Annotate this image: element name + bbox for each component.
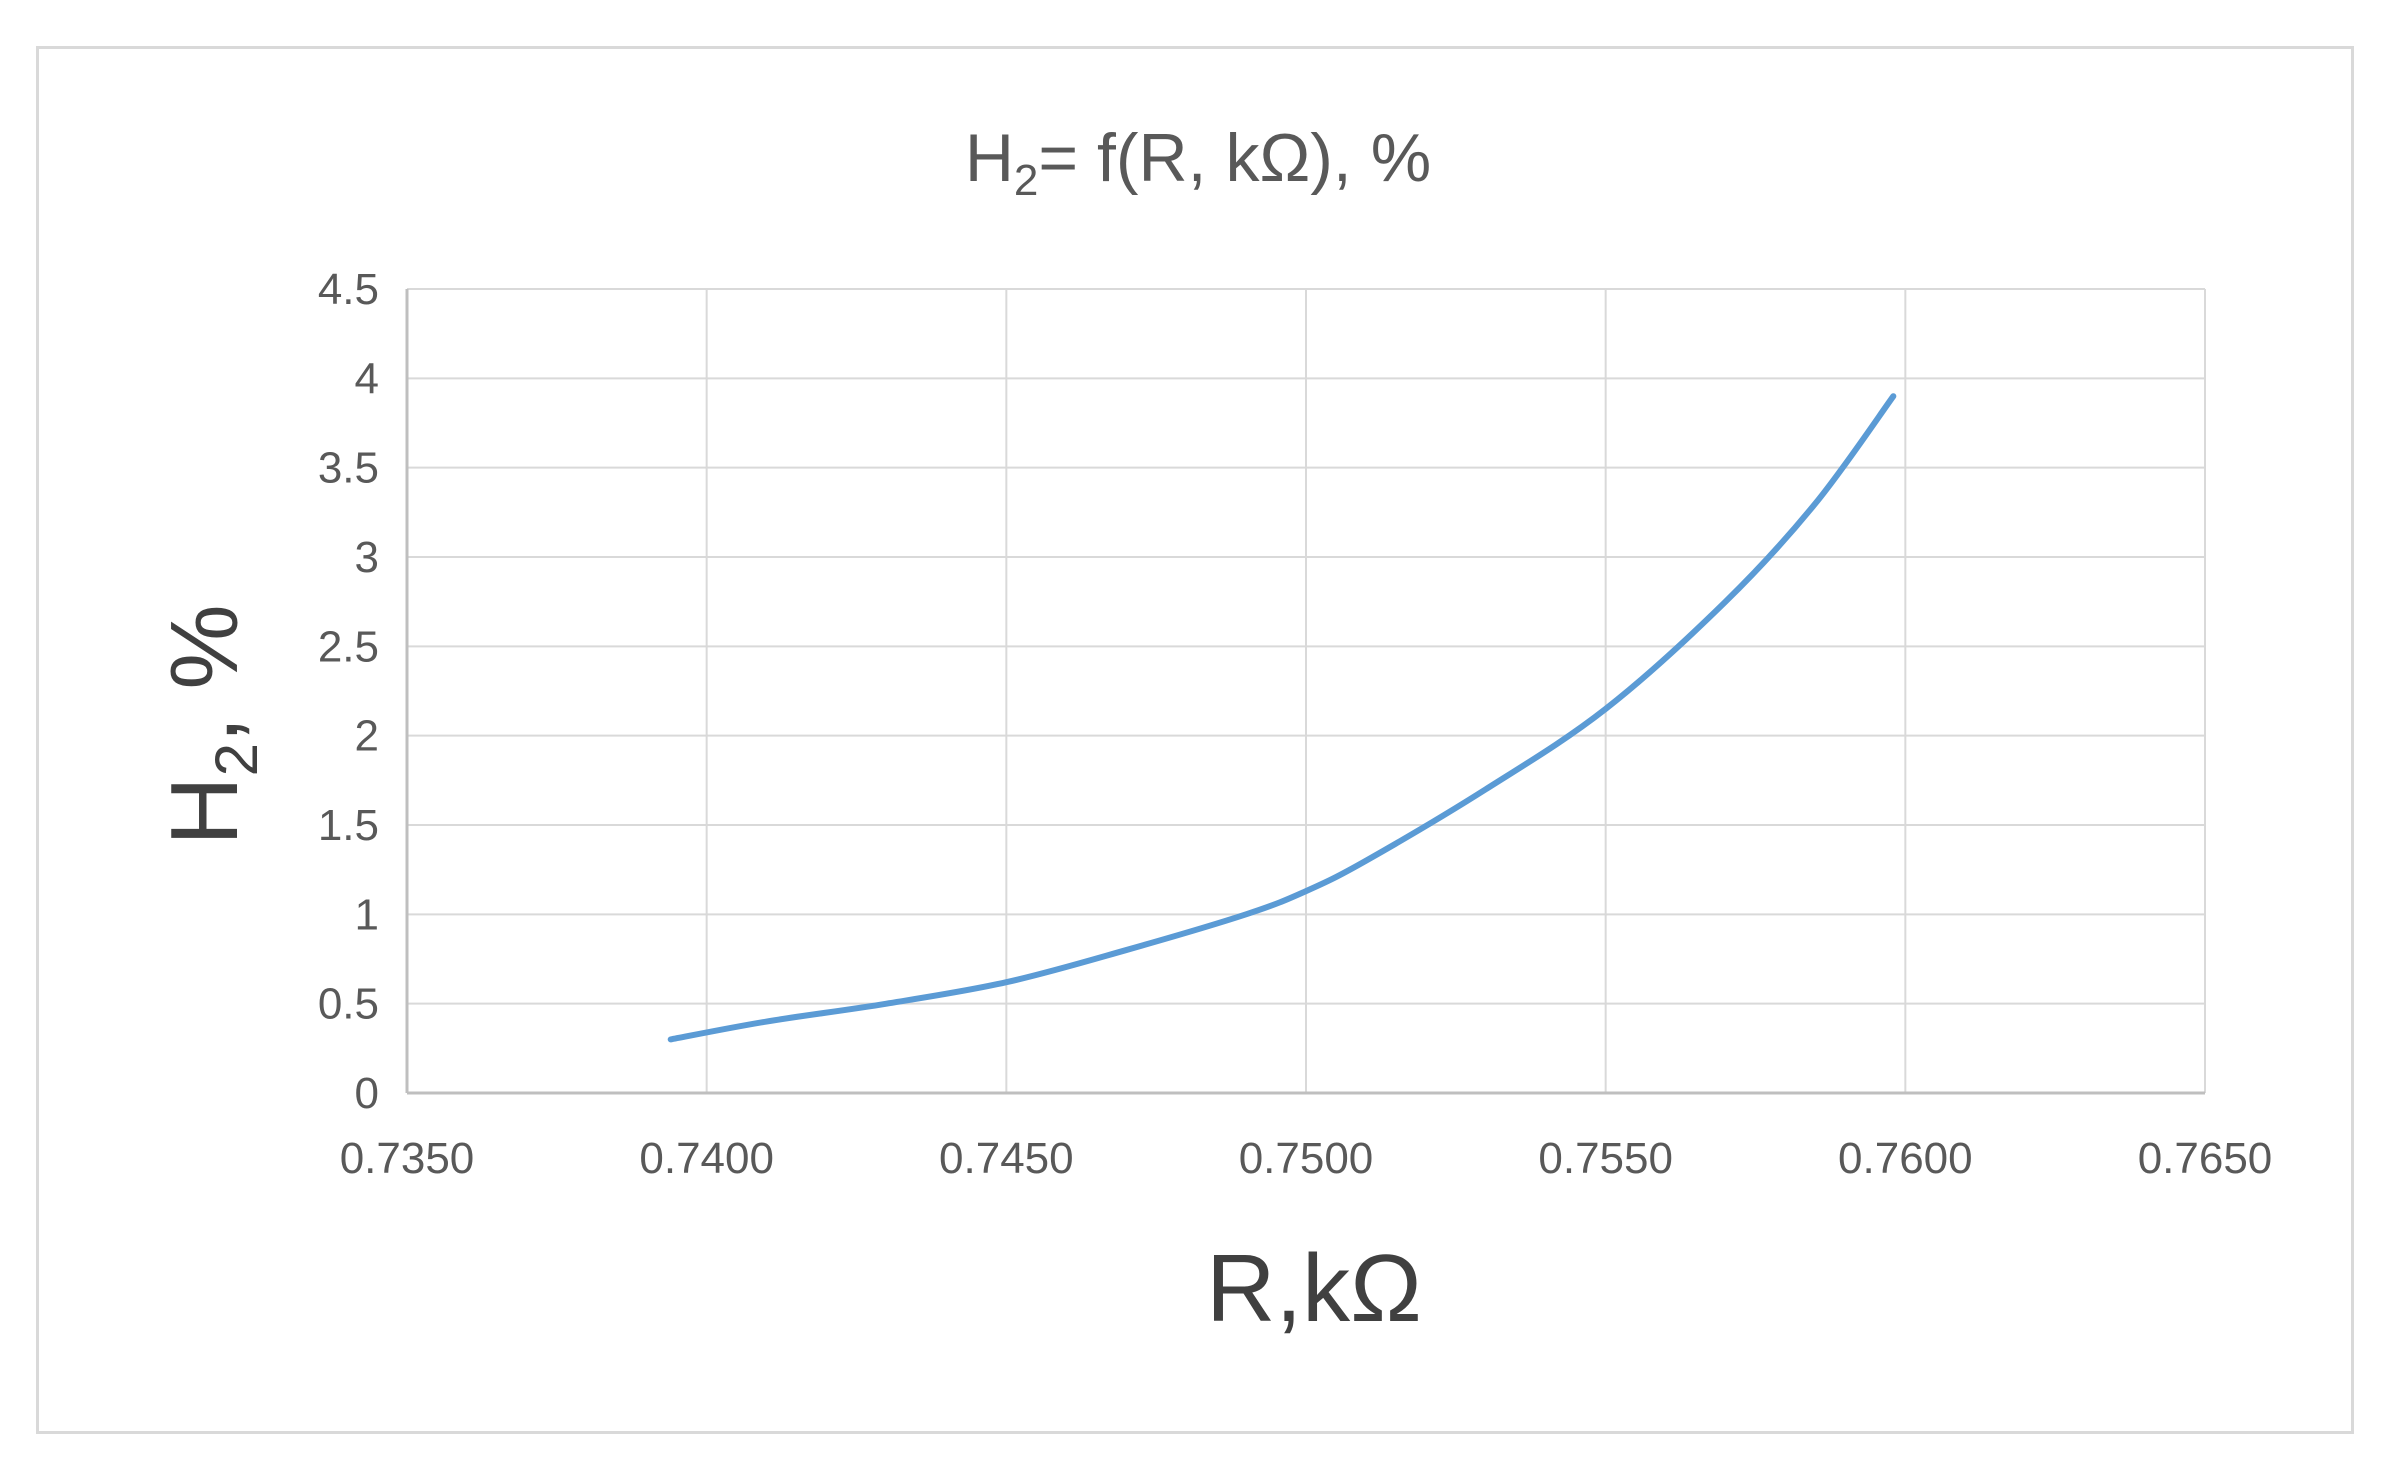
y-tick-label: 4 [355, 354, 379, 403]
chart-title: H2= f(R, kΩ), % [965, 120, 1431, 205]
x-tick-label: 0.7550 [1538, 1134, 1673, 1183]
y-tick-label: 0.5 [318, 980, 379, 1029]
y-tick-label: 3 [355, 533, 379, 582]
series-layer [667, 393, 1897, 1043]
x-tick-label: 0.7500 [1239, 1134, 1374, 1183]
x-axis-label: R,kΩ [1206, 1235, 1422, 1342]
y-tick-label: 3.5 [318, 444, 379, 493]
chart-svg: H2= f(R, kΩ), % 00.511.522.533.544.50.73… [151, 120, 2272, 1342]
x-tick-label: 0.7400 [639, 1134, 774, 1183]
ylabel-subscript: 2 [203, 743, 270, 776]
y-tick-label: 2.5 [318, 622, 379, 671]
tick-layer: 0 0.5 1 1.5 2 2.5 3 3.5 4 4.5 0.7350 0.7400 0.7450 0.… [318, 265, 2272, 1183]
title-rest: = f(R, kΩ), % [1038, 120, 1431, 196]
series-line [667, 393, 1897, 1043]
x-tick-label: 0.7350 [340, 1134, 475, 1183]
y-tick-label: 1 [355, 890, 379, 939]
x-tick-label: 0.7450 [939, 1134, 1074, 1183]
x-tick-label: 0.7650 [2138, 1134, 2273, 1183]
y-tick-label: 0 [355, 1069, 379, 1118]
chart-frame: H2= f(R, kΩ), % 0 0.5 1 1.5 2 2.5 3 3.5 4 4.5 0.73… [36, 46, 2354, 1434]
ylabel-rest: , % [151, 604, 258, 743]
ylabel-main: H [151, 776, 258, 845]
grid-layer [405, 288, 2206, 1095]
y-tick-label: 4.5 [318, 265, 379, 314]
y-tick-label: 2 [355, 712, 379, 761]
x-tick-label: 0.7600 [1838, 1134, 1973, 1183]
title-main: H [965, 120, 1014, 196]
y-axis-label: H2, % [151, 604, 270, 845]
title-subscript: 2 [1014, 156, 1038, 205]
y-tick-label: 1.5 [318, 801, 379, 850]
